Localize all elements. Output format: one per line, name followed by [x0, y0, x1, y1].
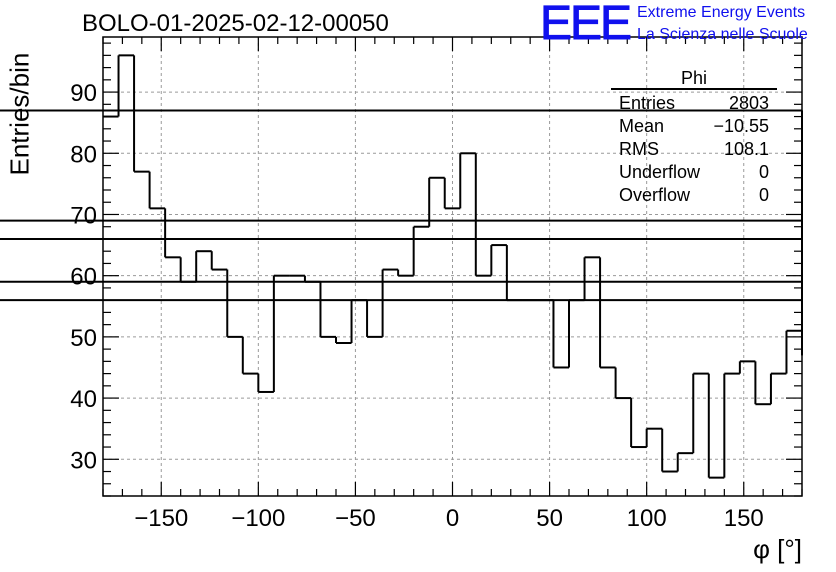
- y-tick-label: 50: [70, 325, 97, 352]
- y-tick-label: 40: [70, 386, 97, 413]
- stats-row-mean: Mean −10.55: [611, 115, 777, 138]
- stats-value: 108.1: [723, 139, 769, 159]
- y-tick-label: 90: [70, 80, 97, 107]
- x-axis-label: φ [°]: [753, 534, 802, 564]
- logo-text-line1: Extreme Energy Events: [637, 4, 806, 21]
- stats-title: Phi: [680, 68, 707, 88]
- x-tick-label: −150: [134, 505, 188, 532]
- stats-label: RMS: [619, 139, 659, 159]
- eee-logo-mark: EEE: [539, 0, 632, 51]
- x-tick-label: −50: [335, 505, 376, 532]
- y-tick-label: 70: [70, 202, 97, 229]
- y-tick-label: 60: [70, 264, 97, 291]
- stats-value: −10.55: [713, 116, 769, 136]
- stats-label: Mean: [619, 116, 665, 136]
- stats-label: Overflow: [619, 185, 691, 205]
- stats-row-underflow: Underflow 0: [611, 161, 777, 184]
- y-tick-label: 80: [70, 141, 97, 168]
- x-tick-label: 150: [724, 505, 764, 532]
- stats-row-rms: RMS 108.1: [611, 138, 777, 161]
- stats-value: 0: [758, 162, 769, 182]
- stats-row-overflow: Overflow 0: [611, 184, 777, 207]
- stats-value: 2803: [728, 93, 769, 113]
- x-tick-label: −100: [231, 505, 285, 532]
- y-axis-label: Entries/bin: [4, 52, 35, 176]
- x-tick-label: 50: [536, 505, 563, 532]
- stats-row-entries: Entries 2803: [611, 92, 777, 115]
- chart-title: BOLO-01-2025-02-12-00050: [82, 10, 389, 37]
- x-tick-label: 100: [627, 505, 667, 532]
- y-tick-label: 30: [70, 447, 97, 474]
- stats-label: Entries: [619, 93, 676, 113]
- x-tick-label: 0: [446, 505, 459, 532]
- stats-divider: [611, 88, 777, 90]
- stats-value: 0: [758, 185, 769, 205]
- logo-text-line2: La Scienza nelle Scuole: [637, 26, 808, 43]
- stats-label: Underflow: [619, 162, 701, 182]
- stats-box: Phi Entries 2803 Mean −10.55 RMS 108.1 U…: [611, 68, 777, 207]
